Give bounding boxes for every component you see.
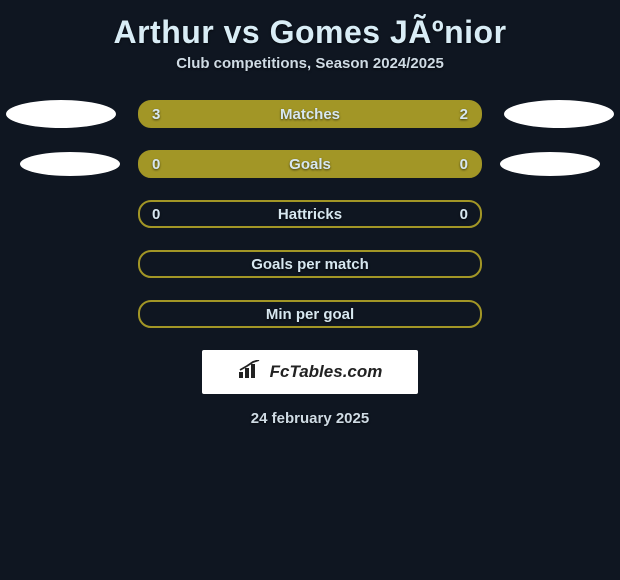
date-label: 24 february 2025 <box>0 410 620 427</box>
subtitle: Club competitions, Season 2024/2025 <box>0 55 620 72</box>
right-value: 0 <box>460 206 468 223</box>
right-value: 2 <box>460 106 468 123</box>
stat-bar: 0 Hattricks 0 <box>138 200 482 228</box>
placeholder-ellipse-right <box>504 100 614 128</box>
left-value: 0 <box>152 206 160 223</box>
stat-bar: 3 Matches 2 <box>138 100 482 128</box>
stat-label: Matches <box>280 106 340 123</box>
row-min-per-goal: Min per goal <box>0 300 620 328</box>
row-matches: 3 Matches 2 <box>0 100 620 128</box>
left-value: 0 <box>152 156 160 173</box>
stat-label: Min per goal <box>266 306 354 323</box>
left-value: 3 <box>152 106 160 123</box>
row-goals-per-match: Goals per match <box>0 250 620 278</box>
stats-rows: 3 Matches 2 0 Goals 0 0 Hattricks 0 <box>0 100 620 328</box>
row-hattricks: 0 Hattricks 0 <box>0 200 620 228</box>
placeholder-ellipse-left <box>20 152 120 176</box>
stat-bar: Min per goal <box>138 300 482 328</box>
placeholder-ellipse-left <box>6 100 116 128</box>
logo-text: FcTables.com <box>270 362 383 382</box>
bar-chart-icon <box>238 360 264 385</box>
stat-bar: Goals per match <box>138 250 482 278</box>
fctables-logo: FcTables.com <box>202 350 418 394</box>
row-goals: 0 Goals 0 <box>0 150 620 178</box>
stat-label: Goals per match <box>251 256 369 273</box>
right-value: 0 <box>460 156 468 173</box>
placeholder-ellipse-right <box>500 152 600 176</box>
stat-bar: 0 Goals 0 <box>138 150 482 178</box>
stat-label: Hattricks <box>278 206 342 223</box>
stat-label: Goals <box>289 156 331 173</box>
page-title: Arthur vs Gomes JÃºnior <box>0 14 620 51</box>
